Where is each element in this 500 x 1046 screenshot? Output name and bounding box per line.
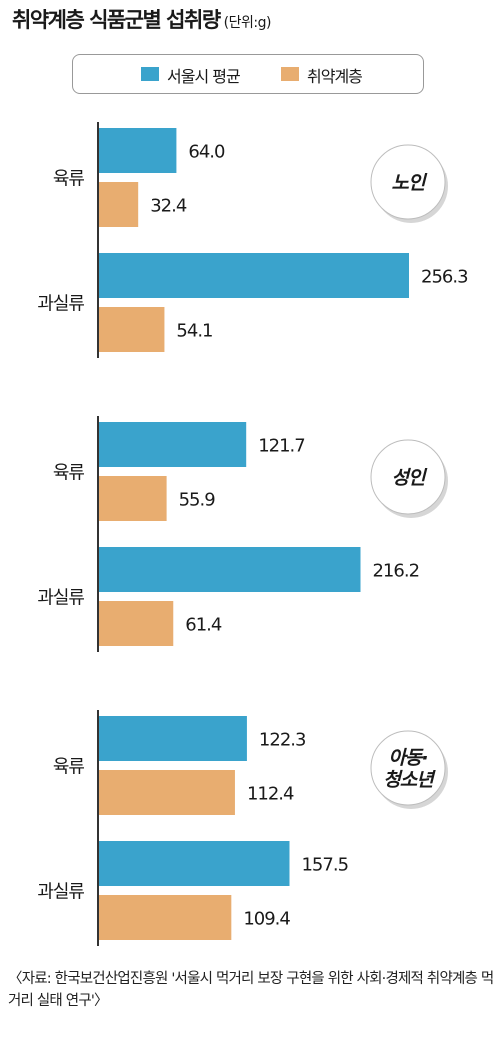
legend-label-seoul: 서울시 평균: [167, 67, 241, 86]
value-label: 64.0: [188, 142, 225, 163]
bar-seoul-average: [99, 716, 247, 761]
category-label: 육류: [53, 169, 85, 190]
group-badge-label: 아동·: [388, 747, 427, 769]
value-label: 61.4: [185, 615, 222, 636]
category-label: 과실류: [37, 294, 84, 315]
bar-seoul-average: [99, 547, 361, 592]
group-badge-label: 성인: [392, 467, 428, 489]
legend-label-vulnerable: 취약계층: [307, 67, 363, 86]
group-badge: [370, 730, 446, 806]
bar-vulnerable: [99, 770, 235, 815]
value-label: 256.3: [421, 267, 468, 288]
category-label: 육류: [53, 463, 85, 484]
bar-vulnerable: [99, 307, 165, 352]
source-note: 〈자료: 한국보건산업진흥원 '서울시 먹거리 보장 구현을 위한 사회·경제적…: [8, 971, 494, 1009]
category-label: 육류: [53, 757, 85, 778]
group-badge-label: 노인: [392, 172, 428, 194]
group-badge-label: 청소년: [383, 769, 436, 791]
value-label: 216.2: [372, 561, 419, 582]
bar-seoul-average: [99, 422, 247, 467]
value-label: 112.4: [247, 784, 294, 805]
bar-seoul-average: [99, 841, 290, 886]
value-label: 32.4: [150, 196, 187, 217]
value-label: 55.9: [179, 490, 216, 511]
bar-vulnerable: [99, 601, 174, 646]
chart-title: 취약계층 식품군별 섭취량 (단위:g): [12, 4, 271, 34]
bar-vulnerable: [99, 476, 167, 521]
value-label: 121.7: [258, 436, 305, 457]
title-text: 취약계층 식품군별 섭취량: [12, 8, 221, 32]
category-label: 과실류: [37, 588, 84, 609]
bar-seoul-average: [99, 128, 177, 173]
value-label: 122.3: [259, 730, 306, 751]
group-badge: [370, 439, 446, 515]
bar-seoul-average: [99, 253, 409, 298]
bar-chart: 육류64.032.4과실류256.354.1노인육류121.755.9과실류21…: [37, 122, 469, 946]
legend-swatch-vulnerable: [281, 67, 299, 81]
unit-label: (단위:g): [223, 15, 272, 31]
category-label: 과실류: [37, 882, 84, 903]
value-label: 54.1: [176, 321, 212, 342]
bar-vulnerable: [99, 182, 139, 227]
value-label: 109.4: [243, 909, 290, 930]
group-badge: [370, 144, 446, 220]
bar-vulnerable: [99, 895, 232, 940]
legend: 서울시 평균 취약계층: [72, 54, 424, 94]
legend-swatch-seoul: [141, 67, 159, 81]
value-label: 157.5: [301, 855, 348, 876]
